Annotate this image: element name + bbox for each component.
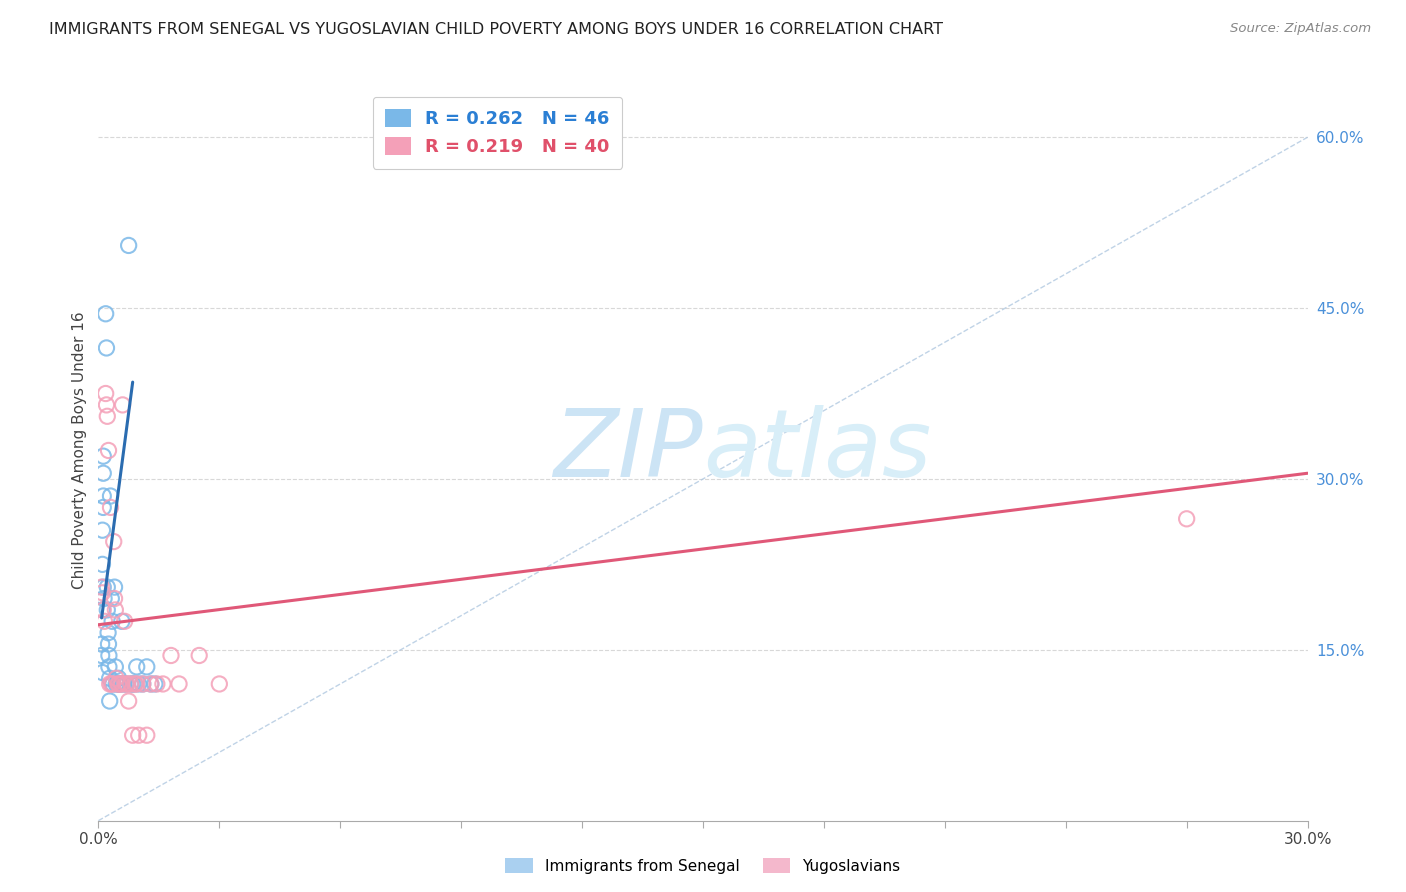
Point xyxy=(98,677,121,691)
Point xyxy=(96,580,118,594)
Point xyxy=(125,660,148,674)
Point xyxy=(97,637,120,651)
Point xyxy=(107,671,129,685)
Point xyxy=(114,677,136,691)
Point xyxy=(135,660,157,674)
Point xyxy=(124,677,146,691)
Point xyxy=(96,409,118,424)
Point xyxy=(146,677,169,691)
Point xyxy=(105,671,128,685)
Point xyxy=(100,500,122,515)
Point xyxy=(139,677,162,691)
Point xyxy=(143,677,166,691)
Point xyxy=(91,500,114,515)
Point xyxy=(128,728,150,742)
Point xyxy=(91,449,114,463)
Point xyxy=(91,603,114,617)
Point xyxy=(188,648,211,663)
Point xyxy=(135,728,157,742)
Point xyxy=(91,586,114,600)
Point xyxy=(128,677,150,691)
Point xyxy=(104,660,127,674)
Text: IMMIGRANTS FROM SENEGAL VS YUGOSLAVIAN CHILD POVERTY AMONG BOYS UNDER 16 CORRELA: IMMIGRANTS FROM SENEGAL VS YUGOSLAVIAN C… xyxy=(49,22,943,37)
Point xyxy=(132,677,155,691)
Point xyxy=(100,489,122,503)
Point xyxy=(208,677,231,691)
Point xyxy=(107,677,129,691)
Point xyxy=(108,677,131,691)
Point xyxy=(167,677,190,691)
Point xyxy=(93,615,115,629)
Point xyxy=(111,615,134,629)
Point xyxy=(114,615,136,629)
Point xyxy=(97,660,120,674)
Point xyxy=(124,677,146,691)
Point xyxy=(91,467,114,481)
Point xyxy=(91,558,114,572)
Legend: R = 0.262   N = 46, R = 0.219   N = 40: R = 0.262 N = 46, R = 0.219 N = 40 xyxy=(373,96,621,169)
Text: Source: ZipAtlas.com: Source: ZipAtlas.com xyxy=(1230,22,1371,36)
Point xyxy=(98,671,121,685)
Point xyxy=(91,523,114,537)
Point xyxy=(91,603,114,617)
Point xyxy=(103,580,125,594)
Point xyxy=(97,625,120,640)
Y-axis label: Child Poverty Among Boys Under 16: Child Poverty Among Boys Under 16 xyxy=(72,311,87,590)
Point xyxy=(120,677,142,691)
Point xyxy=(91,665,114,680)
Point xyxy=(118,238,141,252)
Point xyxy=(107,677,129,691)
Point xyxy=(90,648,112,663)
Point xyxy=(105,677,128,691)
Point xyxy=(91,580,114,594)
Point xyxy=(110,677,132,691)
Point xyxy=(97,443,120,458)
Point xyxy=(1175,512,1198,526)
Point xyxy=(90,637,112,651)
Point xyxy=(125,677,148,691)
Point xyxy=(117,677,139,691)
Point xyxy=(110,677,132,691)
Point xyxy=(104,603,127,617)
Text: atlas: atlas xyxy=(703,405,931,496)
Point xyxy=(160,648,183,663)
Point xyxy=(100,591,122,606)
Point xyxy=(101,677,124,691)
Point xyxy=(103,591,125,606)
Legend: Immigrants from Senegal, Yugoslavians: Immigrants from Senegal, Yugoslavians xyxy=(499,852,907,880)
Point xyxy=(96,398,118,412)
Point xyxy=(111,677,134,691)
Point xyxy=(90,580,112,594)
Point xyxy=(94,307,117,321)
Point xyxy=(114,677,136,691)
Point xyxy=(94,386,117,401)
Point xyxy=(121,728,143,742)
Point xyxy=(93,591,115,606)
Point xyxy=(121,677,143,691)
Point xyxy=(96,603,118,617)
Text: ZIP: ZIP xyxy=(554,405,703,496)
Point xyxy=(107,677,129,691)
Point xyxy=(132,677,155,691)
Point xyxy=(96,341,118,355)
Point xyxy=(152,677,174,691)
Point xyxy=(120,677,142,691)
Point xyxy=(98,694,121,708)
Point xyxy=(100,677,122,691)
Point xyxy=(139,677,162,691)
Point xyxy=(112,677,135,691)
Point xyxy=(111,398,134,412)
Point xyxy=(97,648,120,663)
Point xyxy=(91,489,114,503)
Point xyxy=(118,694,141,708)
Point xyxy=(101,615,124,629)
Point xyxy=(103,534,125,549)
Point xyxy=(101,677,124,691)
